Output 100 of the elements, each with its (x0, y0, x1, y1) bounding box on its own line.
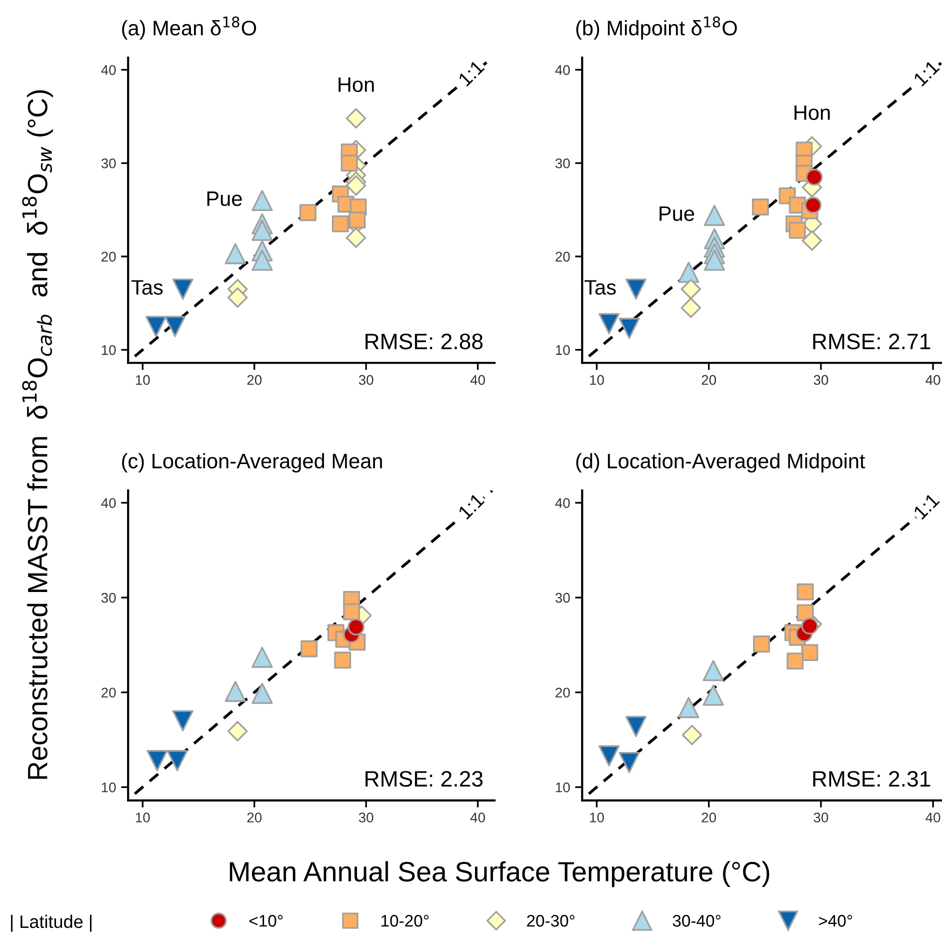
point (224, 243, 246, 264)
point (348, 618, 364, 636)
point (300, 204, 316, 222)
point (625, 716, 647, 738)
x-tick-label: 20 (702, 375, 716, 385)
point (680, 298, 702, 318)
annotation: 1:1 (458, 60, 485, 87)
x-tick-label: 30 (358, 812, 374, 822)
chart-title: (c) Location-Averaged Mean (122, 453, 382, 473)
point (346, 175, 366, 196)
point (682, 724, 702, 746)
point (618, 752, 640, 774)
point (252, 190, 273, 212)
point (252, 682, 273, 704)
point (334, 652, 352, 669)
point (252, 646, 273, 668)
legend-title: | Latitude | (11, 914, 92, 932)
annotation: Hon (338, 77, 374, 92)
point (804, 196, 822, 214)
annotation: 1:1 (458, 492, 485, 520)
chart-title: (d) Location-Averaged Midpoint (576, 453, 866, 473)
y-tick-label: 30 (101, 158, 116, 168)
point (340, 154, 358, 172)
y-tick-label: 20 (102, 252, 116, 262)
point (801, 618, 818, 634)
y-tick-label: 30 (555, 592, 570, 603)
point (702, 660, 724, 682)
point (806, 168, 823, 186)
point (343, 603, 360, 620)
annotation: 1:1 (913, 492, 940, 520)
y-tick-label: 30 (555, 158, 570, 168)
x-tick-label: 30 (814, 375, 828, 385)
point (704, 250, 725, 271)
x-tick-label: 10 (590, 375, 604, 385)
point (346, 108, 366, 128)
point (300, 640, 318, 658)
legend-label: >40° (818, 914, 852, 927)
y-tick-label: 10 (556, 782, 570, 792)
y-tick-label: 30 (101, 592, 116, 603)
point (753, 636, 770, 652)
x-tick-label: 20 (702, 812, 716, 822)
point (680, 278, 702, 300)
point (788, 222, 806, 239)
point (172, 710, 194, 732)
y-tick-label: 40 (101, 498, 116, 508)
point (678, 262, 700, 283)
annotation: Tas (131, 280, 163, 295)
point (224, 680, 246, 702)
point (752, 198, 769, 216)
annotation: Pue (207, 192, 242, 206)
point (796, 583, 814, 600)
point (598, 313, 620, 334)
legend-label: 30-40° (672, 914, 720, 927)
annotation: RMSE: 2.88 (366, 334, 483, 350)
point (802, 230, 822, 251)
point (678, 696, 700, 718)
point (801, 644, 818, 662)
point (166, 750, 188, 772)
chart-title: (b) Midpoint δ$^{18}$O (576, 16, 737, 40)
annotation: Hon (794, 105, 830, 120)
point (164, 316, 186, 338)
point (786, 652, 804, 670)
x-tick-label: 20 (247, 375, 262, 385)
point (146, 750, 168, 772)
x-tick-label: 40 (470, 812, 485, 822)
y-tick-label: 10 (102, 782, 116, 792)
x-tick-label: 10 (136, 375, 150, 385)
point (252, 250, 273, 271)
x-tick-label: 40 (926, 375, 940, 385)
point (704, 204, 725, 226)
point (702, 684, 724, 706)
x-tick-label: 40 (926, 812, 940, 822)
x-tick-label: 20 (247, 812, 262, 822)
chart-title: (a) Mean δ$^{18}$O (122, 16, 256, 40)
y-tick-label: 10 (102, 345, 116, 355)
point (346, 228, 366, 248)
point (252, 220, 273, 241)
point (227, 721, 248, 742)
annotation: Pue (660, 206, 694, 221)
y-tick-label: 40 (555, 498, 570, 508)
annotation: RMSE: 2.23 (366, 770, 483, 787)
y-tick-label: 20 (102, 688, 116, 698)
text: Reconstructed MASST from δ$^{18}$O$_{carb}$ and δ$^{18}$O$_{sw}$ (°C) (22, 90, 53, 779)
annotation: RMSE: 2.31 (813, 770, 930, 787)
y-tick-label: 40 (555, 65, 570, 75)
point (172, 278, 194, 300)
legend-label: 20-30° (527, 914, 574, 927)
point (227, 287, 248, 308)
y-tick-label: 40 (101, 65, 116, 75)
annotation: RMSE: 2.71 (813, 334, 930, 350)
y-tick-label: 20 (556, 252, 570, 262)
x-tick-label: 30 (814, 812, 828, 822)
point (348, 212, 366, 229)
x-tick-label: 30 (358, 375, 374, 385)
point (332, 215, 349, 232)
annotation: Tas (584, 280, 616, 295)
point (618, 318, 640, 339)
y-tick-label: 20 (556, 688, 570, 698)
x-tick-label: 10 (590, 812, 604, 822)
point (598, 745, 620, 766)
